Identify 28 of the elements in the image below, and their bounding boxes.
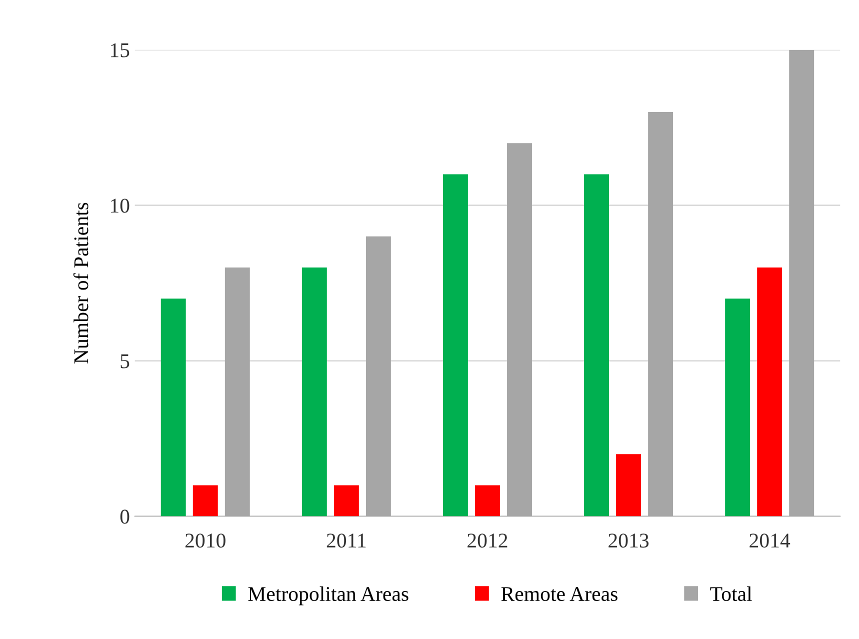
x-tick-label: 2012 — [468, 534, 508, 548]
y-tick-label: 10 — [111, 198, 130, 213]
bar — [366, 236, 391, 516]
x-tick-label: 2010 — [185, 534, 226, 548]
y-tick-label: 5 — [120, 354, 130, 368]
bar — [224, 268, 250, 516]
bar — [160, 298, 186, 516]
y-tick-label: 15 — [111, 43, 130, 58]
legend-label: Metropolitan Areas — [248, 586, 408, 606]
bar — [616, 454, 642, 516]
legend-label: Remote Areas — [501, 587, 618, 602]
y-tick-label: 0 — [120, 510, 130, 524]
bar — [475, 485, 500, 516]
bar — [584, 174, 609, 516]
x-tick-label: 2013 — [608, 534, 649, 548]
bar — [757, 268, 782, 516]
x-tick-label: 2011 — [326, 534, 366, 548]
bar — [789, 50, 814, 516]
bar — [648, 112, 674, 516]
bar — [334, 485, 359, 516]
bar — [302, 268, 327, 516]
x-tick-label: 2014 — [750, 534, 790, 548]
legend-label: Total — [710, 586, 752, 602]
bar — [725, 298, 750, 516]
bar — [192, 485, 218, 516]
bar — [507, 143, 532, 516]
y-axis-title: Number of Patients — [73, 202, 88, 364]
bar — [442, 174, 468, 516]
